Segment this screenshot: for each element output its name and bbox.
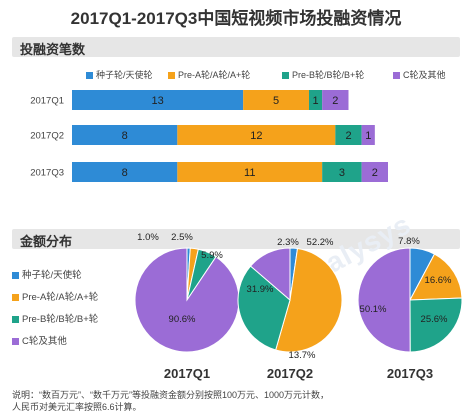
section-title-count: 投融资笔数 <box>20 42 86 57</box>
section-title-amount: 金额分布 <box>20 234 73 249</box>
pie-legend-swatch-seed <box>12 271 19 279</box>
pie-legend-label-preb: Pre-B轮/B轮/B+轮 <box>22 314 99 325</box>
pie-value-label-c-2017Q2: 13.7% <box>289 350 316 361</box>
bar-segment-preb-2017Q2 <box>335 125 362 145</box>
page-title: 2017Q1-2017Q3中国短视频市场投融资情况 <box>70 9 402 28</box>
section-header-amount: 金额分布 <box>12 229 460 249</box>
bar-value-label-seed-2017Q2: 8 <box>122 130 128 142</box>
bar-value-label-seed-2017Q1: 13 <box>151 95 163 107</box>
pie-slice-c-2017Q2 <box>249 247 291 302</box>
bar-category-label-2017Q2: 2017Q2 <box>30 131 64 142</box>
pie-value-label-seed-2017Q1: 1.0% <box>137 232 159 243</box>
pie-legend-item-preb: Pre-B轮/B轮/B+轮 <box>12 311 98 325</box>
legend-label-preb: Pre-B轮/B轮/B+轮 <box>292 70 365 80</box>
pie-value-label-c-2017Q1: 90.6% <box>169 314 196 325</box>
pie-legend-label-c: C轮及其他 <box>22 336 67 347</box>
legend-label-c: C轮及其他 <box>403 70 446 80</box>
pie-title-2017Q1: 2017Q1 <box>164 366 210 381</box>
pie-value-label-c-2017Q3: 50.1% <box>360 304 387 315</box>
pie-slice-preb-2017Q3 <box>409 297 463 353</box>
pie-value-label-seed-2017Q3: 7.8% <box>398 236 420 247</box>
legend-item-seed: 种子轮/天使轮 <box>86 68 153 81</box>
pie-legend-label-prea: Pre-A轮/A轮/A+轮 <box>22 292 99 303</box>
pie-charts: 1.0% 2.5% 5.9% 90.6% 2017Q1 2.3% 52.2% 31.9% 13.… <box>134 232 463 381</box>
pie-slice-prea-2017Q2 <box>275 247 343 353</box>
pie-value-label-seed-2017Q2: 2.3% <box>277 237 299 248</box>
pie-value-label-preb-2017Q3: 25.6% <box>421 314 448 325</box>
legend-item-prea: Pre-A轮/A轮/A+轮 <box>168 68 250 81</box>
legend-item-c: C轮及其他 <box>393 68 446 81</box>
bar-segment-c-2017Q2 <box>361 125 375 145</box>
bar-segment-preb-2017Q3 <box>322 162 362 182</box>
bar-value-label-prea-2017Q2: 12 <box>250 130 262 142</box>
bar-segment-prea-2017Q3 <box>177 162 323 182</box>
bar-segment-c-2017Q1 <box>322 90 349 110</box>
legend-swatch-c <box>393 72 400 80</box>
bar-value-label-c-2017Q1: 2 <box>332 95 338 107</box>
pie-title-2017Q3: 2017Q3 <box>387 366 433 381</box>
bar-segment-c-2017Q3 <box>361 162 388 182</box>
pie-legend-item-seed: 种子轮/天使轮 <box>12 267 82 281</box>
bar-value-label-prea-2017Q1: 5 <box>273 95 279 107</box>
bar-value-label-prea-2017Q3: 11 <box>244 167 255 179</box>
legend-label-prea: Pre-A轮/A轮/A+轮 <box>178 70 251 80</box>
bar-segment-prea-2017Q1 <box>243 90 309 110</box>
pie-slice-prea-2017Q3 <box>409 253 463 301</box>
legend-label-seed: 种子轮/天使轮 <box>96 70 153 80</box>
pie-slice-c-2017Q3 <box>357 247 411 353</box>
pie-legend-item-c: C轮及其他 <box>12 333 67 347</box>
pie-legend-swatch-c <box>12 337 19 345</box>
legend-swatch-preb <box>282 72 289 80</box>
legend-swatch-prea <box>168 72 175 80</box>
pie-legend-swatch-preb <box>12 315 19 323</box>
bar-value-label-c-2017Q2: 1 <box>365 130 371 142</box>
legend-item-preb: Pre-B轮/B轮/B+轮 <box>282 68 364 81</box>
bar-value-label-preb-2017Q3: 3 <box>339 167 345 179</box>
pie-title-2017Q2: 2017Q2 <box>267 366 313 381</box>
pie-value-label-prea-2017Q1: 2.5% <box>171 232 193 243</box>
pie-legend-swatch-prea <box>12 293 19 301</box>
bar-segment-seed-2017Q1 <box>72 90 244 110</box>
footnote-line-2: 人民币对美元汇率按照6.6计算。 <box>12 402 142 412</box>
pie-value-label-prea-2017Q3: 16.6% <box>425 275 452 286</box>
pie-value-label-prea-2017Q2: 52.2% <box>307 237 334 248</box>
pie-value-label-preb-2017Q1: 5.9% <box>201 250 223 261</box>
pie-slice-c-2017Q1 <box>134 247 240 353</box>
bar-value-label-preb-2017Q2: 2 <box>345 130 351 142</box>
bar-segment-seed-2017Q2 <box>72 125 178 145</box>
pie-value-label-preb-2017Q2: 31.9% <box>247 284 274 295</box>
bar-segment-preb-2017Q1 <box>309 90 323 110</box>
bar-segment-seed-2017Q3 <box>72 162 178 182</box>
bar-value-label-preb-2017Q1: 1 <box>313 95 319 107</box>
pie-legend-label-seed: 种子轮/天使轮 <box>22 270 82 281</box>
section-header-count: 投融资笔数 <box>12 37 460 57</box>
bar-category-label-2017Q1: 2017Q1 <box>30 96 64 107</box>
bar-category-label-2017Q3: 2017Q3 <box>30 168 64 179</box>
footnote-line-1: 说明：“数百万元”、“数千万元”等投融资金额分别按照100万元、1000万元计数… <box>12 390 330 400</box>
footnote: 说明：“数百万元”、“数千万元”等投融资金额分别按照100万元、1000万元计数… <box>12 389 462 413</box>
bar-value-label-seed-2017Q3: 8 <box>122 167 128 179</box>
bar-value-label-c-2017Q3: 2 <box>372 167 378 179</box>
pie-legend-item-prea: Pre-A轮/A轮/A+轮 <box>12 289 98 303</box>
pie-slice-preb-2017Q2 <box>237 265 291 351</box>
bar-segment-prea-2017Q2 <box>177 125 336 145</box>
legend-swatch-seed <box>86 72 93 80</box>
